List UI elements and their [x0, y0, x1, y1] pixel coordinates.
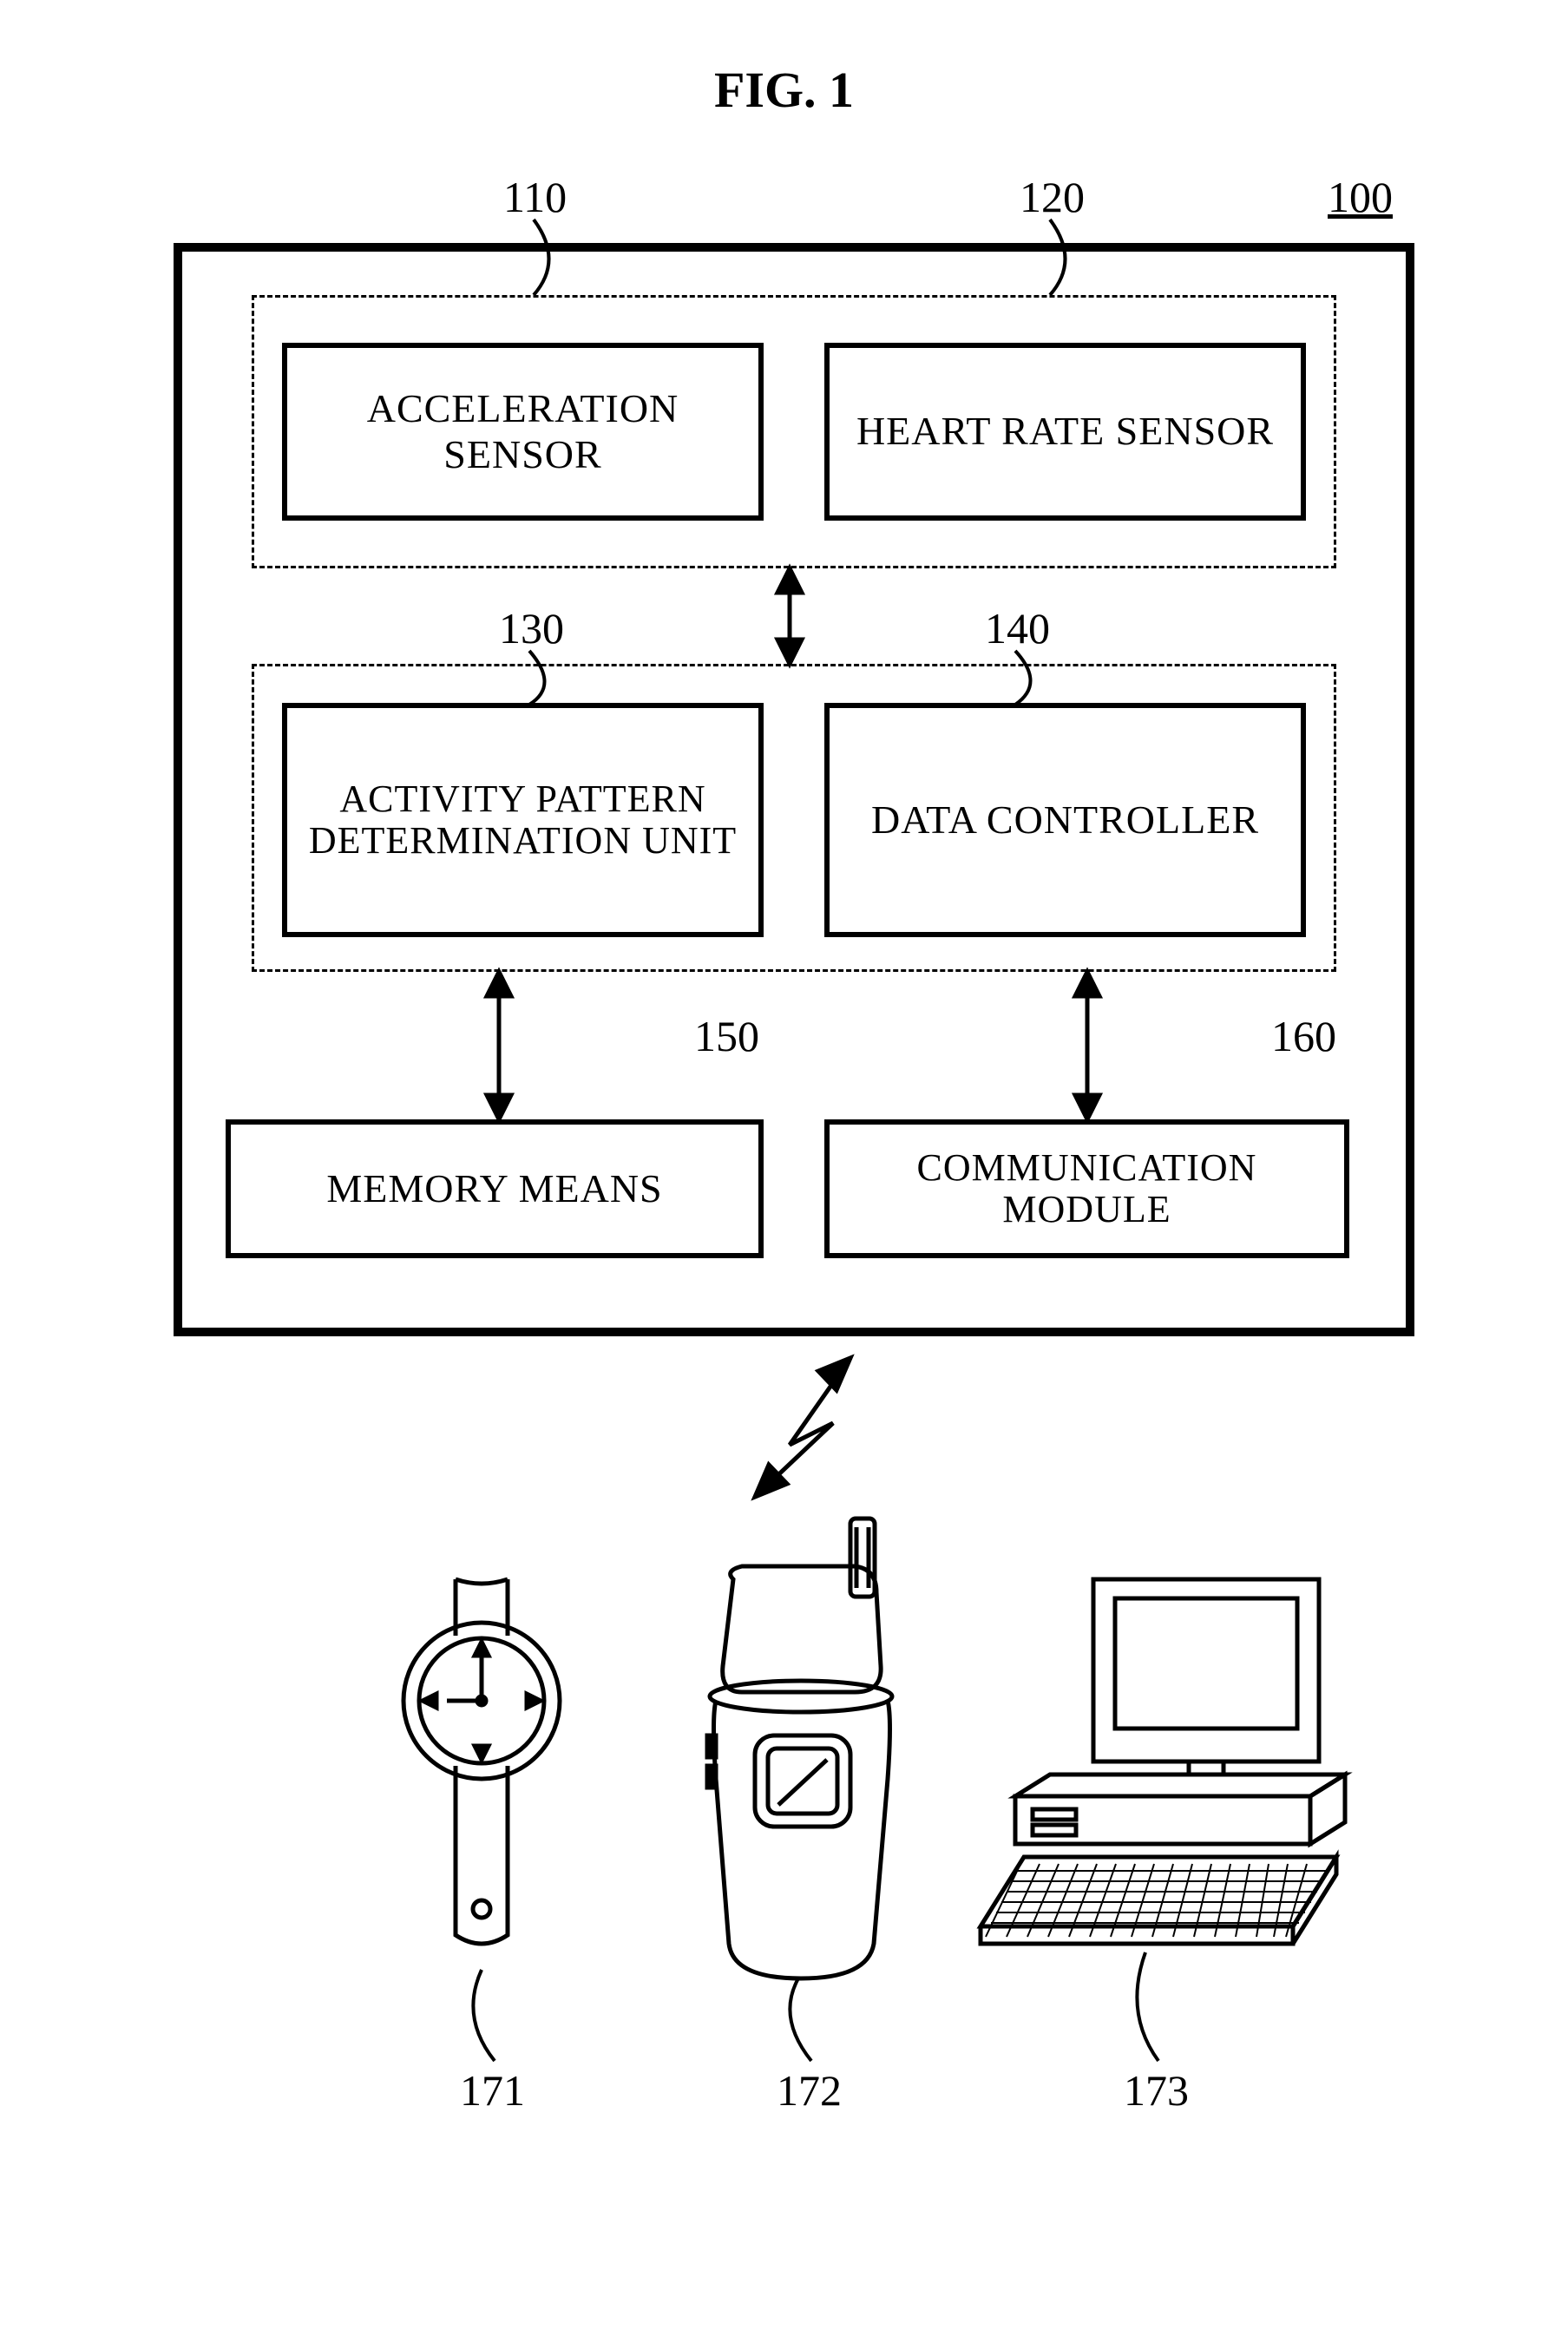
memory-means-label: MEMORY MEANS	[326, 1166, 662, 1212]
activity-pattern-label: ACTIVITY PATTERN DETERMINATION UNIT	[287, 778, 758, 863]
ref-110: 110	[503, 172, 567, 222]
heart-rate-sensor-box: HEART RATE SENSOR	[824, 343, 1306, 521]
watch-icon	[403, 1579, 560, 1944]
activity-pattern-box: ACTIVITY PATTERN DETERMINATION UNIT	[282, 703, 764, 937]
keyboard-grid	[986, 1864, 1329, 1937]
computer-icon	[981, 1579, 1345, 1944]
memory-means-box: MEMORY MEANS	[226, 1119, 764, 1258]
acceleration-sensor-box: ACCELERATION SENSOR	[282, 343, 764, 521]
ref-172: 172	[777, 2065, 842, 2116]
wireless-bolt	[755, 1358, 850, 1497]
leader-173	[1137, 1952, 1158, 2061]
acceleration-sensor-label: ACCELERATION SENSOR	[287, 386, 758, 478]
communication-module-box: COMMUNICATION MODULE	[824, 1119, 1349, 1258]
ref-120: 120	[1020, 172, 1085, 222]
ref-171: 171	[460, 2065, 525, 2116]
figure-title: FIG. 1	[0, 61, 1568, 119]
ref-173: 173	[1124, 2065, 1189, 2116]
ref-100: 100	[1328, 172, 1393, 222]
phone-icon	[707, 1519, 892, 1978]
data-controller-box: DATA CONTROLLER	[824, 703, 1306, 937]
leader-171	[473, 1970, 495, 2061]
data-controller-label: DATA CONTROLLER	[871, 797, 1259, 843]
communication-module-label: COMMUNICATION MODULE	[830, 1147, 1344, 1231]
figure-canvas: FIG. 1 110 120 100 130 140 150 160 171 1…	[0, 0, 1568, 2329]
heart-rate-sensor-label: HEART RATE SENSOR	[856, 409, 1274, 455]
leader-172	[790, 1978, 811, 2061]
